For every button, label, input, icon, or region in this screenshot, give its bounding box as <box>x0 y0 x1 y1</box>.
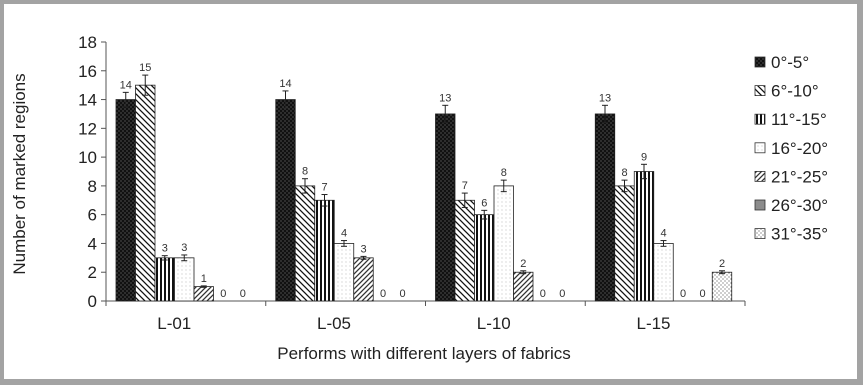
data-label: 2 <box>520 258 526 270</box>
legend-swatch <box>754 56 766 68</box>
legend-label: 26°-30° <box>771 196 828 215</box>
x-tick-label: L-05 <box>317 314 351 333</box>
bar <box>493 185 514 302</box>
data-label: 3 <box>181 242 187 254</box>
bar <box>513 271 534 302</box>
data-label: 1 <box>201 273 207 285</box>
data-label: 6 <box>481 197 487 209</box>
legend-label: 0°-5° <box>771 53 809 72</box>
bar <box>115 99 136 302</box>
legend-label: 6°-10° <box>771 82 819 101</box>
data-label: 0 <box>240 288 246 300</box>
bar <box>314 199 335 302</box>
legend-label: 11°-15° <box>771 110 827 129</box>
legend-label: 16°-20° <box>771 139 828 158</box>
bar <box>454 199 475 302</box>
data-label: 0 <box>559 288 565 300</box>
bar <box>474 214 495 302</box>
bar <box>614 185 635 302</box>
legend-swatch <box>754 228 766 240</box>
legend-label: 21°-25° <box>771 167 828 186</box>
bar <box>294 185 316 302</box>
chart-frame: 0 2 4 6 8 10 12 14 16 18 L-01 L-05 L-10 L-15 14 14 13 1… <box>4 4 857 379</box>
y-tick-label: 18 <box>78 33 97 52</box>
x-tick-label: L-10 <box>477 314 511 333</box>
data-label: 8 <box>302 166 308 178</box>
data-label: 3 <box>162 243 168 255</box>
data-label: 0 <box>220 288 226 300</box>
bar <box>594 113 616 302</box>
y-tick-label: 12 <box>78 119 97 138</box>
bar <box>633 171 655 302</box>
data-label: 7 <box>321 182 327 194</box>
data-label: 4 <box>660 228 666 240</box>
data-label: 8 <box>621 167 627 179</box>
y-tick-label: 14 <box>78 91 97 110</box>
y-tick-label: 8 <box>88 177 97 196</box>
bar <box>135 84 156 302</box>
bar <box>711 271 733 302</box>
bar <box>653 243 674 302</box>
bar <box>154 257 175 302</box>
y-axis-title: Number of marked regions <box>10 73 29 274</box>
data-label: 3 <box>360 243 366 255</box>
bar <box>275 99 296 302</box>
data-label: 0 <box>699 288 705 300</box>
data-label: 15 <box>139 62 151 74</box>
bar <box>193 286 214 302</box>
legend-swatch <box>754 113 766 125</box>
legend: 0°-5° 6°-10° 11°-15° 16°-20° 21°-25° 26°-30° 3… <box>754 53 828 244</box>
x-tick-label: L-15 <box>636 314 670 333</box>
data-label: 2 <box>719 258 725 270</box>
legend-swatch <box>754 142 766 154</box>
bar <box>333 243 355 302</box>
data-label: 4 <box>341 228 347 240</box>
x-tick-label: L-01 <box>157 314 191 333</box>
data-label: 7 <box>462 180 468 192</box>
data-label: 0 <box>380 288 386 300</box>
bar <box>435 113 456 302</box>
legend-label: 31°-35° <box>771 225 828 244</box>
data-label: 0 <box>680 288 686 300</box>
data-label: 13 <box>439 92 451 104</box>
data-label: 14 <box>120 79 132 91</box>
data-label: 0 <box>540 288 546 300</box>
y-tick-label: 10 <box>78 148 97 167</box>
y-tick-label: 0 <box>88 292 97 311</box>
legend-swatch <box>754 170 766 182</box>
x-axis: L-01 L-05 L-10 L-15 <box>105 300 746 333</box>
legend-swatch <box>754 199 766 211</box>
y-tick-label: 4 <box>88 234 97 253</box>
y-axis: 0 2 4 6 8 10 12 14 16 18 <box>78 33 107 311</box>
data-label: 0 <box>399 288 405 300</box>
data-label: 13 <box>599 92 611 104</box>
bar <box>353 257 374 302</box>
x-axis-title: Performs with different layers of fabric… <box>277 344 571 363</box>
data-label: 9 <box>641 151 647 163</box>
y-tick-label: 16 <box>78 62 97 81</box>
data-label: 14 <box>279 78 291 90</box>
y-tick-label: 2 <box>88 263 97 282</box>
legend-swatch <box>754 85 766 96</box>
y-tick-label: 6 <box>88 206 97 225</box>
data-label: 8 <box>501 167 507 179</box>
bar <box>174 257 195 302</box>
